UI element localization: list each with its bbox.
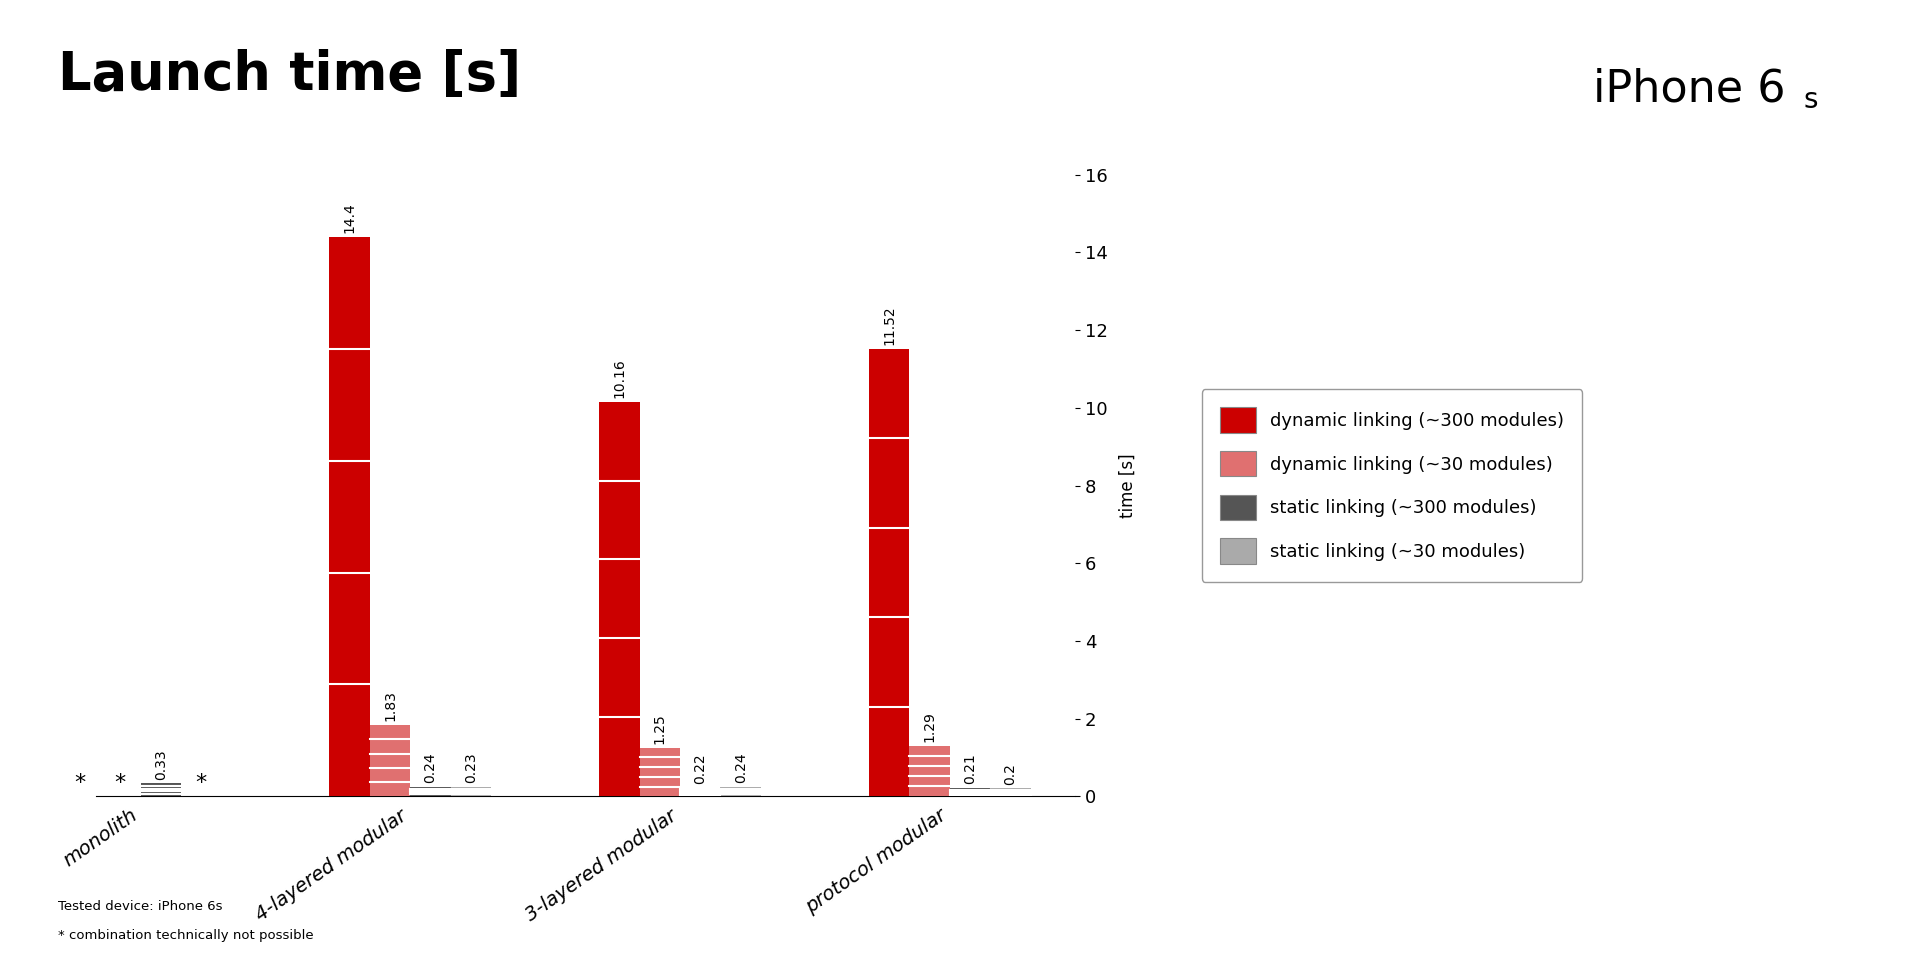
Text: 0.21: 0.21 [964, 753, 977, 785]
Text: 1.29: 1.29 [922, 712, 937, 742]
Bar [639, 748, 680, 796]
Bar [950, 788, 991, 796]
Bar [330, 237, 371, 796]
Text: 0.23: 0.23 [465, 753, 478, 784]
Bar [910, 746, 950, 796]
Text: s: s [1803, 85, 1818, 114]
Text: 0.24: 0.24 [733, 753, 747, 783]
Text: * combination technically not possible: * combination technically not possible [58, 929, 313, 942]
Bar [411, 787, 451, 796]
Text: 11.52: 11.52 [881, 305, 897, 345]
Text: Tested device: iPhone 6s: Tested device: iPhone 6s [58, 900, 223, 913]
Bar [599, 402, 639, 796]
Text: *: * [196, 773, 207, 793]
Text: 0.24: 0.24 [424, 753, 438, 783]
Bar [140, 784, 180, 796]
Text: 14.4: 14.4 [342, 202, 357, 233]
Text: 10.16: 10.16 [612, 358, 626, 398]
Text: *: * [115, 773, 127, 793]
Bar [680, 787, 720, 796]
Text: 0.2: 0.2 [1004, 762, 1018, 785]
Bar [720, 787, 760, 796]
FancyBboxPatch shape [1782, 65, 1839, 134]
Text: *: * [75, 773, 84, 793]
Text: 1.25: 1.25 [653, 713, 666, 744]
Bar [870, 349, 910, 796]
Y-axis label: time [s]: time [s] [1119, 453, 1137, 518]
Text: Launch time [s]: Launch time [s] [58, 49, 520, 101]
Text: 0.33: 0.33 [154, 749, 167, 780]
Text: 0.22: 0.22 [693, 753, 707, 784]
Bar [451, 787, 492, 796]
Legend: dynamic linking (~300 modules), dynamic linking (~30 modules), static linking (~: dynamic linking (~300 modules), dynamic … [1202, 389, 1582, 582]
Text: iPhone 6: iPhone 6 [1594, 68, 1786, 111]
Bar [991, 788, 1031, 796]
Bar [371, 725, 411, 796]
Text: 1.83: 1.83 [382, 690, 397, 721]
